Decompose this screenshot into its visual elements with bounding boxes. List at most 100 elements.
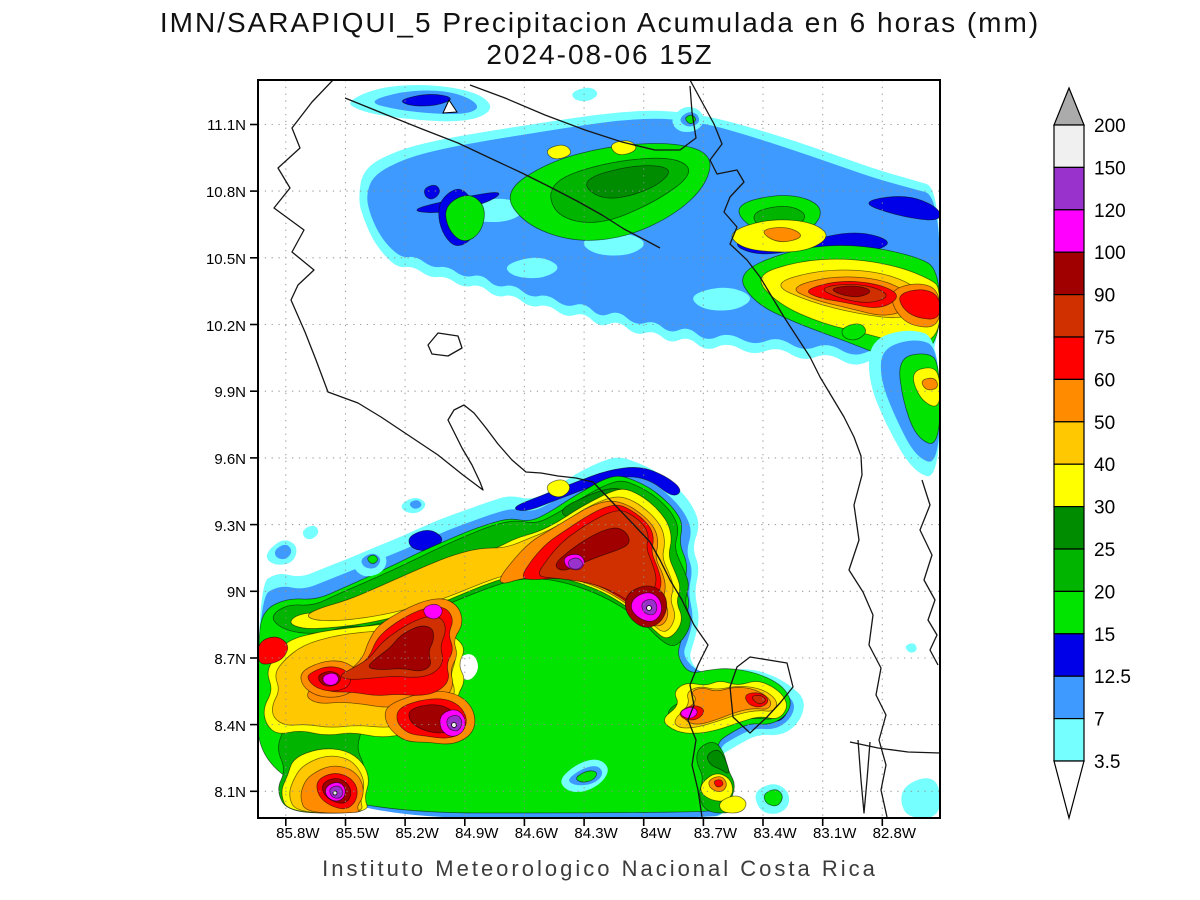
graticule xyxy=(258,80,940,818)
precip-contour-3.5 xyxy=(901,778,940,818)
footer-text: Instituto Meteorologico Nacional Costa R… xyxy=(322,856,878,881)
contour-max-dot xyxy=(646,605,652,611)
colorbar-segment xyxy=(1053,463,1085,508)
precipitation-map xyxy=(250,79,941,826)
precip-contour-30 xyxy=(546,479,571,498)
colorbar-segment xyxy=(1053,209,1085,253)
precip-contour-12.5 xyxy=(401,94,451,107)
y-tick-label: 9.6N xyxy=(214,450,246,468)
precip-contour-100 xyxy=(680,706,698,719)
precip-contour-100 xyxy=(322,672,339,686)
y-tick-label: 10.5N xyxy=(205,250,246,268)
precip-contour-15 xyxy=(445,195,485,242)
x-tick-label: 85.2W xyxy=(395,825,439,842)
colorbar-label: 60 xyxy=(1094,370,1115,391)
x-tick-label: 83.7W xyxy=(693,825,738,842)
precip-contour-12.5 xyxy=(515,467,681,511)
colorbar-under-triangle xyxy=(1053,760,1085,821)
x-tick-label: 84.9W xyxy=(455,825,499,842)
colorbar: 200 150 120 100 90 75 60 50 40 30 25 20 15 12.5 7 3.5 xyxy=(1053,86,1131,821)
precip-shading xyxy=(258,85,940,818)
y-tick-label: 11.1N xyxy=(207,117,246,135)
y-tick-label: 8.4N xyxy=(214,717,246,735)
y-tick-label: 9N xyxy=(226,584,246,602)
map-marker-triangle xyxy=(442,98,458,114)
precip-contour-60 xyxy=(258,636,289,665)
colorbar-label: 90 xyxy=(1094,286,1115,307)
precip-contour-3.5 xyxy=(693,287,750,311)
precip-contour-30 xyxy=(719,795,747,814)
precip-contour-15 xyxy=(763,789,783,807)
colorbar-over-triangle xyxy=(1053,86,1085,126)
coastlines xyxy=(273,80,940,818)
colorbar-group: 200 150 120 100 90 75 60 50 40 30 25 20 15 12.5 7 3.5 xyxy=(1053,86,1131,821)
contour-max-dot xyxy=(332,790,338,796)
x-tick-label: 83.1W xyxy=(813,825,857,842)
precip-contour-90 xyxy=(368,625,434,672)
colorbar-label: 20 xyxy=(1094,582,1115,603)
precip-contour-120 xyxy=(568,557,583,570)
colorbar-segment xyxy=(1053,633,1085,677)
colorbar-label: 50 xyxy=(1094,413,1115,434)
y-tick-label: 9.9N xyxy=(214,384,246,402)
precip-contour-60 xyxy=(713,779,724,788)
map-panel xyxy=(246,78,948,834)
precip-contour-100 xyxy=(423,603,443,620)
precip-contour-3.5 xyxy=(506,257,558,279)
map-group xyxy=(250,79,941,826)
colorbar-segment xyxy=(1053,675,1085,720)
precip-contour-75 xyxy=(752,695,766,704)
colorbar-segment xyxy=(1053,717,1085,762)
precip-contour-7 xyxy=(409,500,422,509)
y-axis-labels: 11.1N 10.8N 10.5N 10.2N 9.9N 9.6N 9.3N 9N 8.7N 8.… xyxy=(150,80,246,818)
chart-title: IMN/SARAPIQUI_5 Precipitacion Acumulada … xyxy=(159,7,1041,38)
y-tick-label: 8.1N xyxy=(214,784,246,802)
precip-contour-25 xyxy=(707,749,730,774)
colorbar-segment xyxy=(1053,251,1085,296)
colorbar-label: 120 xyxy=(1094,201,1126,222)
precip-contour-60 xyxy=(899,289,940,320)
precip-contour-12.5 xyxy=(868,196,940,221)
colorbar-segment xyxy=(1053,590,1085,635)
precip-contour-90 xyxy=(832,285,871,298)
colorbar-label: 25 xyxy=(1094,540,1115,561)
x-tick-label: 82.8W xyxy=(872,825,917,842)
colorbar-segment xyxy=(1053,421,1085,465)
precip-contour-7 xyxy=(274,544,292,560)
colorbar-label: 7 xyxy=(1094,710,1105,731)
colorbar-label: 100 xyxy=(1094,243,1126,264)
precip-contour-50 xyxy=(763,227,801,243)
colorbar-label: 75 xyxy=(1094,328,1115,349)
precip-contour-15 xyxy=(576,770,597,783)
colorbar-segment xyxy=(1053,548,1085,593)
colorbar-label: 200 xyxy=(1094,116,1126,137)
colorbar-label: 15 xyxy=(1094,625,1115,646)
y-tick-label: 10.8N xyxy=(205,184,246,202)
y-tick-label: 9.3N xyxy=(214,517,246,535)
colorbar-label: 40 xyxy=(1094,455,1115,476)
precip-contour-12.5 xyxy=(424,184,440,200)
colorbar-segment xyxy=(1053,336,1085,381)
x-tick-label: 84W xyxy=(640,825,672,842)
precip-contour-3.5 xyxy=(302,525,319,540)
x-tick-label: 83.4W xyxy=(753,825,797,842)
x-tick-label: 85.8W xyxy=(276,825,320,842)
colorbar-label: 12.5 xyxy=(1094,667,1131,688)
x-tick-label: 85.5W xyxy=(335,825,380,842)
colorbar-label: 30 xyxy=(1094,498,1115,519)
x-tick-label: 84.3W xyxy=(574,825,618,842)
precip-contour-3.5 xyxy=(572,87,598,102)
y-tick-label: 8.7N xyxy=(214,650,246,668)
colorbar-segment xyxy=(1053,378,1085,423)
colorbar-segment xyxy=(1053,294,1085,338)
chart-subtitle: 2024-08-06 15Z xyxy=(486,39,714,70)
x-tick-label: 84.6W xyxy=(514,825,559,842)
axis-ticks xyxy=(250,123,884,826)
x-axis-labels: 85.8W 85.5W 85.2W 84.9W 84.6W 84.3W 84W 83.7W 83… xyxy=(258,822,940,844)
precip-contour-15 xyxy=(367,554,378,564)
precip-contour-25 xyxy=(586,165,669,199)
precip-contour-3.5 xyxy=(905,643,917,653)
map-frame xyxy=(257,79,941,819)
colorbar-segment xyxy=(1053,166,1085,211)
colorbar-label: 150 xyxy=(1094,158,1126,179)
